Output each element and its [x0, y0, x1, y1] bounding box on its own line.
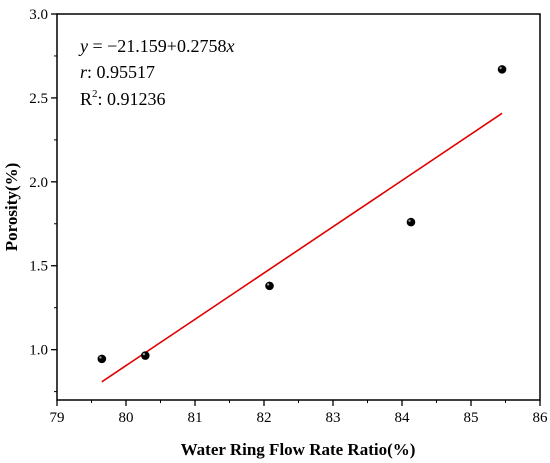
x-tick-label: 80 [119, 410, 134, 426]
y-tick-label: 3.0 [29, 7, 48, 23]
y-tick-label: 1.0 [29, 343, 48, 359]
x-tick-label: 86 [533, 410, 549, 426]
regression-line [101, 112, 503, 383]
y-tick-labels: 1.0 1.5 2.0 2.5 3.0 [29, 7, 48, 359]
data-point [265, 281, 274, 291]
data-point [497, 65, 507, 74]
data-point-highlight [142, 352, 146, 356]
data-point-highlight [499, 66, 502, 70]
equation-annotation: y = −21.159+0.2758x [78, 36, 234, 56]
r2-annotation: R2: 0.91236 [80, 88, 166, 109]
y-tick-label: 2.0 [29, 175, 48, 191]
y-axis-title: Porosity(%) [2, 163, 21, 251]
y-tick-label: 1.5 [29, 259, 48, 275]
x-tick-label: 85 [464, 410, 479, 426]
x-tick-labels: 79 80 81 82 83 84 85 86 [50, 410, 549, 426]
data-point [97, 354, 107, 364]
axis-ticks [51, 13, 541, 406]
y-tick-label: 2.5 [29, 91, 48, 107]
x-axis-title: Water Ring Flow Rate Ratio(%) [181, 440, 416, 459]
data-point-highlight [266, 283, 270, 286]
x-tick-label: 84 [395, 410, 411, 426]
data-point-highlight [408, 219, 411, 222]
x-tick-label: 81 [188, 410, 203, 426]
r-annotation: r: 0.95517 [80, 62, 155, 82]
data-point-highlight [99, 356, 102, 359]
x-tick-label: 82 [257, 410, 272, 426]
data-point [141, 351, 150, 360]
data-point [406, 217, 416, 227]
data-points [97, 65, 507, 364]
x-tick-label: 83 [326, 410, 341, 426]
x-tick-label: 79 [50, 410, 65, 426]
